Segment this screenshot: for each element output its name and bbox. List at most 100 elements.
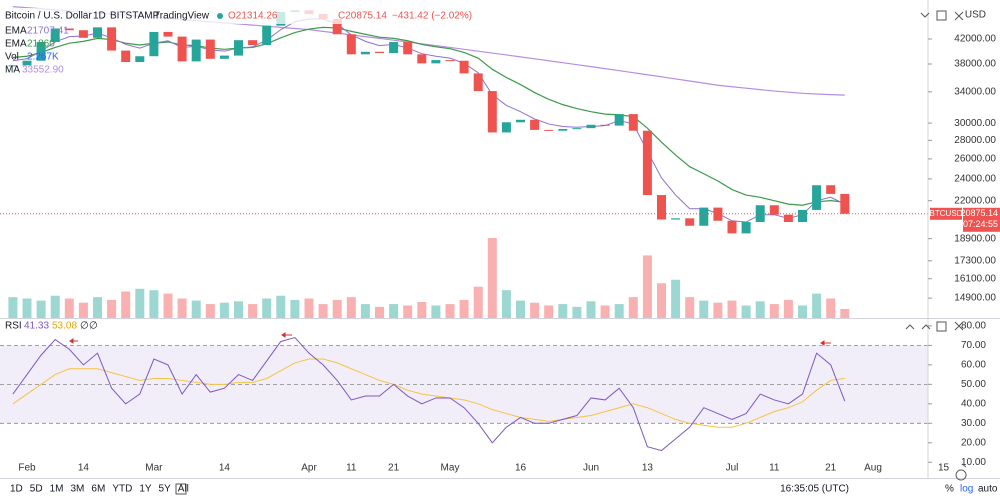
range-button[interactable]: 1M — [50, 484, 64, 495]
rsi-line — [12, 337, 846, 452]
y-tick-label: 22000.00 — [954, 195, 996, 206]
y-tick-label: 30000.00 — [954, 118, 996, 129]
volume-bar — [473, 286, 483, 318]
x-tick-label: 14 — [219, 463, 231, 474]
candle — [727, 220, 737, 234]
candle — [22, 60, 32, 66]
volume-bar — [78, 302, 88, 318]
range-button[interactable]: 1D — [10, 484, 23, 495]
y-tick-label: 60.00 — [961, 359, 986, 370]
candle — [642, 130, 652, 196]
symbol-tag — [930, 207, 962, 220]
volume-bar — [614, 304, 624, 318]
range-button[interactable]: YTD — [112, 484, 132, 495]
up-button[interactable] — [905, 324, 915, 330]
volume-bar — [290, 299, 300, 318]
x-tick-label: Jun — [583, 463, 599, 474]
volume-bar — [642, 255, 652, 318]
legend-value: 21707.41 — [27, 26, 69, 37]
close-button[interactable] — [954, 321, 964, 331]
candle — [516, 119, 525, 123]
candle — [149, 31, 159, 57]
y-tick-label: 28000.00 — [954, 135, 996, 146]
volume-bar — [657, 283, 666, 318]
range-button[interactable]: 6M — [91, 484, 105, 495]
y-tick-label: 42000.00 — [954, 34, 996, 45]
x-tick-label: 21 — [388, 463, 400, 474]
candle — [783, 214, 793, 223]
candle — [177, 36, 187, 62]
settings-icon[interactable] — [955, 463, 967, 481]
x-tick-label: 16 — [515, 463, 527, 474]
clock: 16:35:05 (UTC) — [780, 484, 849, 495]
legend-value: 2.267K — [27, 52, 59, 63]
volume-bar — [36, 300, 46, 318]
range-button[interactable]: 5D — [30, 484, 43, 495]
rsi-arrows — [69, 332, 831, 346]
candle — [600, 124, 610, 126]
candle — [530, 119, 540, 130]
axes: 14900.00 16100.00 17300.00 18900.00 22000.00… — [18, 10, 1000, 474]
range-button[interactable]: 1Y — [139, 484, 152, 495]
candle — [798, 209, 807, 223]
legend-value: 33552.90 — [22, 65, 64, 76]
legend-name: EMA — [5, 26, 27, 37]
candle — [78, 30, 88, 38]
volume-bar — [360, 304, 370, 318]
x-tick-label: 11 — [769, 463, 780, 474]
candle — [50, 28, 60, 42]
y-tick-label: 70.00 — [961, 340, 986, 351]
volume-bar — [177, 298, 187, 318]
range-button[interactable]: 5Y — [159, 484, 172, 495]
y-tick-label: 50.00 — [961, 379, 986, 390]
candle — [205, 39, 215, 59]
volume-bar — [487, 238, 497, 318]
change-value: −431.42 (−2.02%) — [392, 11, 472, 22]
maximize-button[interactable] — [936, 321, 947, 332]
x-tick-label: Feb — [18, 463, 36, 474]
volume-bar — [403, 305, 413, 318]
up-button[interactable] — [921, 324, 931, 330]
log-button[interactable]: log — [960, 484, 973, 495]
collapse-button[interactable] — [920, 12, 930, 18]
legend-value: 21860 — [27, 39, 55, 50]
candle — [135, 56, 145, 63]
auto-button[interactable]: auto — [978, 484, 998, 495]
x-tick-label: Apr — [301, 463, 317, 474]
x-tick-label: 21 — [825, 463, 837, 474]
bottom-toolbar: 16:35:05 (UTC) % log auto 1D 5D 1M 3M 6M YTD 1… — [10, 483, 998, 495]
close-button[interactable] — [954, 11, 964, 21]
candle — [699, 207, 709, 226]
range-button[interactable]: 3M — [71, 484, 85, 495]
x-tick-label: 14 — [78, 463, 90, 474]
y-tick-label: 38000.00 — [954, 59, 996, 70]
candle — [572, 128, 582, 130]
y-tick-label: 14900.00 — [954, 293, 996, 304]
rsi-value: 41.33 — [24, 321, 49, 332]
arrow-icon — [69, 338, 78, 344]
x-tick-label: Aug — [864, 463, 882, 474]
volume-bar — [318, 304, 328, 318]
candle — [375, 51, 384, 54]
percent-button[interactable]: % — [945, 484, 954, 495]
candle — [389, 41, 399, 54]
range-button[interactable]: All — [178, 484, 189, 495]
volume-bar — [600, 305, 610, 318]
volume-bar — [431, 305, 441, 318]
volume-bar — [530, 302, 540, 318]
volume-bar — [205, 304, 215, 318]
interval: 1D — [93, 11, 106, 22]
candle — [685, 218, 695, 226]
candle — [332, 18, 342, 35]
candle — [403, 41, 413, 55]
arrow-icon — [281, 332, 292, 338]
y-tick-label: 10.00 — [961, 457, 986, 468]
candle — [262, 25, 272, 46]
maximize-button[interactable] — [936, 10, 947, 21]
candle — [487, 91, 497, 133]
volume-bar — [135, 288, 145, 318]
calendar-icon[interactable] — [175, 483, 187, 495]
y-tick-label: 17300.00 — [954, 255, 996, 266]
candle — [417, 54, 427, 64]
